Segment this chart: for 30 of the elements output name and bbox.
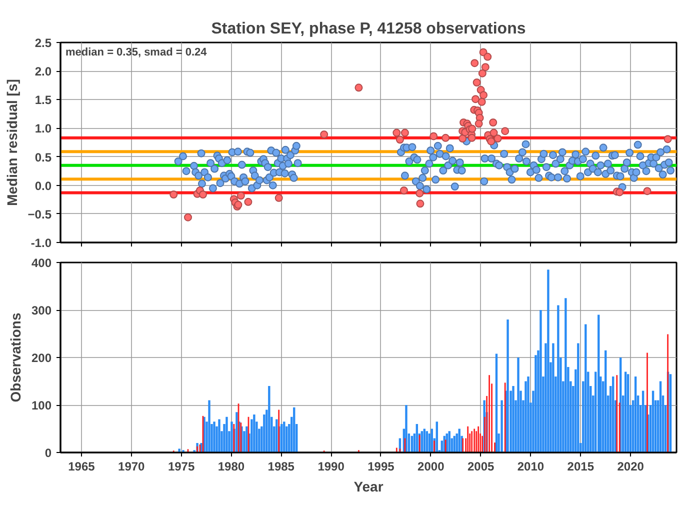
x-axis-title: Year xyxy=(354,478,384,494)
x-tick-label: 2015 xyxy=(567,460,594,474)
y-tick-label: 0.0 xyxy=(34,178,52,193)
y-tick-label: 200 xyxy=(31,351,52,365)
annotation: median = 0.35, smad = 0.24 xyxy=(66,46,208,58)
x-tick-label: 1965 xyxy=(68,460,96,474)
y-tick-label: -1.0 xyxy=(30,236,52,250)
y-tick-label: 300 xyxy=(31,304,52,318)
y-axis-title: Observations xyxy=(7,312,24,402)
x-tick-label: 2000 xyxy=(418,460,445,474)
y-tick-label: 100 xyxy=(31,398,52,412)
y-axis-title: Median residual [s] xyxy=(4,79,20,206)
y-tick-label: 400 xyxy=(31,256,52,270)
x-tick-label: 2010 xyxy=(517,460,544,474)
chart-title: Station SEY, phase P, 41258 observations xyxy=(211,20,526,38)
y-tick-label: 1.0 xyxy=(34,122,52,136)
y-tick-label: −0.5 xyxy=(28,207,52,222)
x-tick-label: 1980 xyxy=(218,460,245,474)
x-tick-label: 1995 xyxy=(368,460,395,474)
y-tick-label: 0.5 xyxy=(34,150,52,164)
x-tick-label: 2020 xyxy=(617,460,644,474)
x-tick-label: 1985 xyxy=(268,460,295,474)
y-tick-label: 0 xyxy=(44,446,52,460)
x-tick-label: 2005 xyxy=(467,460,494,474)
x-tick-label: 1990 xyxy=(318,460,345,474)
y-tick-label: 2.0 xyxy=(34,64,52,79)
x-tick-label: 1975 xyxy=(168,460,195,474)
y-tick-label: 1.5 xyxy=(34,93,52,108)
y-tick-label: 2.5 xyxy=(34,36,52,50)
x-tick-label: 1970 xyxy=(118,460,146,474)
